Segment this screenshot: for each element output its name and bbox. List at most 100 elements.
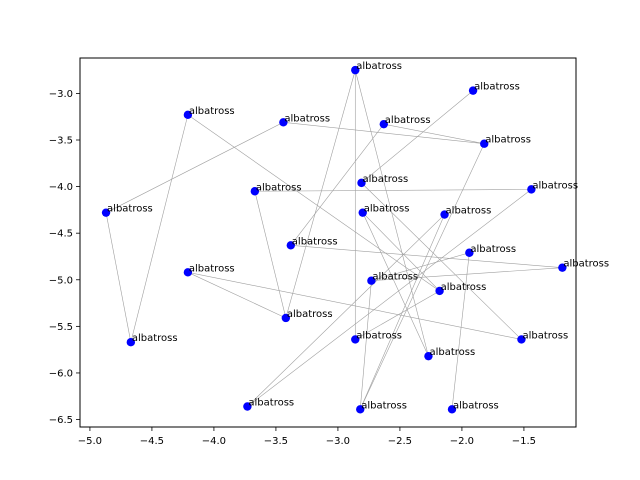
edge-line [187,114,440,292]
edge-line [285,70,356,319]
scatter-point [286,241,295,250]
scatter-point [527,185,536,194]
point-label: albatross [485,135,531,146]
point-labels-layer: albatross albatross albatross albatross alba… [107,61,609,411]
point-label: albatross [361,400,407,411]
point-label: albatross [372,272,418,283]
edge-line [105,122,284,213]
point-label: albatross [364,204,410,215]
scatter-point [243,402,252,411]
point-label: albatross [356,61,402,72]
x-axis-ticks: −5.0 −4.5 −4.0 −3.5 −3.0 −2.5 −2.0 −1.5 [78,427,536,447]
scatter-point [356,405,365,414]
scatter-point [279,118,288,127]
y-tick-label: −3.0 [49,89,73,100]
point-label: albatross [453,400,499,411]
point-label: albatross [385,115,431,126]
edge-line [451,252,470,410]
scatter-point [351,335,360,344]
y-tick-label: −5.5 [49,322,73,333]
x-tick-label: −4.0 [202,436,226,447]
scatter-point [424,351,433,361]
point-label: albatross [284,113,330,124]
points-layer [101,65,567,414]
y-tick-label: −3.5 [49,136,73,147]
point-label: albatross [470,244,516,255]
point-label: albatross [356,330,402,341]
x-tick-label: −1.5 [512,436,536,447]
edge-line [361,182,522,340]
point-label: albatross [292,236,338,247]
scatter-point [480,139,489,148]
edge-line [105,212,132,343]
edge-line [254,191,287,319]
y-axis-ticks: −3.0 −3.5 −4.0 −4.5 −5.0 −5.5 −6.0 −6.5 [49,89,80,426]
edge-line [371,252,470,281]
point-label: albatross [248,398,294,409]
point-label: albatross [189,263,235,274]
edge-line [383,123,485,145]
edge-line [362,212,429,357]
scatter-point [126,338,136,347]
y-tick-label: −4.0 [49,182,73,193]
edge-line [290,244,563,268]
edge-line [359,143,485,410]
y-tick-label: −6.0 [49,368,73,379]
edges-layer [105,70,563,410]
scatter-point [357,178,366,188]
point-label: albatross [563,259,609,270]
scatter-point [465,248,474,257]
edge-line [371,267,563,282]
scatter-point [183,268,193,277]
axes-frame [79,57,577,428]
edge-line [254,189,532,192]
edge-line [130,114,189,343]
x-tick-label: −4.5 [140,436,164,447]
point-label: albatross [522,330,568,341]
y-tick-label: −5.0 [49,275,73,286]
point-label: albatross [256,182,302,193]
scatter-point [440,210,449,219]
scatter-point [367,276,376,285]
edge-line [355,290,440,340]
edge-line [247,214,445,407]
scatter-point [358,208,367,217]
scatter-point [281,313,291,323]
point-label: albatross [189,106,235,117]
point-label: albatross [132,333,178,344]
point-label: albatross [287,309,333,320]
scatter-point [447,405,457,414]
edge-line [362,212,440,292]
scatter-point [379,119,388,129]
scatter-point [250,187,260,196]
edge-line [290,123,385,246]
edge-line [359,280,372,410]
point-label: albatross [429,347,475,358]
point-label: albatross [441,282,487,293]
edge-line [283,121,485,145]
edge-line [354,70,429,357]
x-tick-label: −2.0 [450,436,474,447]
point-label: albatross [446,206,492,217]
scatter-point [351,65,360,75]
scatter-point [435,286,444,296]
y-tick-label: −4.5 [49,229,73,240]
point-label: albatross [107,204,153,215]
edge-line [247,189,532,407]
scatter-point [468,86,478,95]
edge-line [187,272,286,319]
y-tick-label: −6.5 [49,415,73,426]
x-tick-label: −3.0 [326,436,350,447]
x-tick-label: −3.5 [264,436,288,447]
scatter-point [183,110,193,120]
point-label: albatross [532,180,578,191]
scatter-point [101,208,111,217]
scatter-point [558,263,567,272]
edge-line [359,214,445,410]
point-label: albatross [362,174,408,185]
point-label: albatross [474,82,520,93]
x-tick-label: −2.5 [388,436,412,447]
scatter-point [517,335,526,344]
